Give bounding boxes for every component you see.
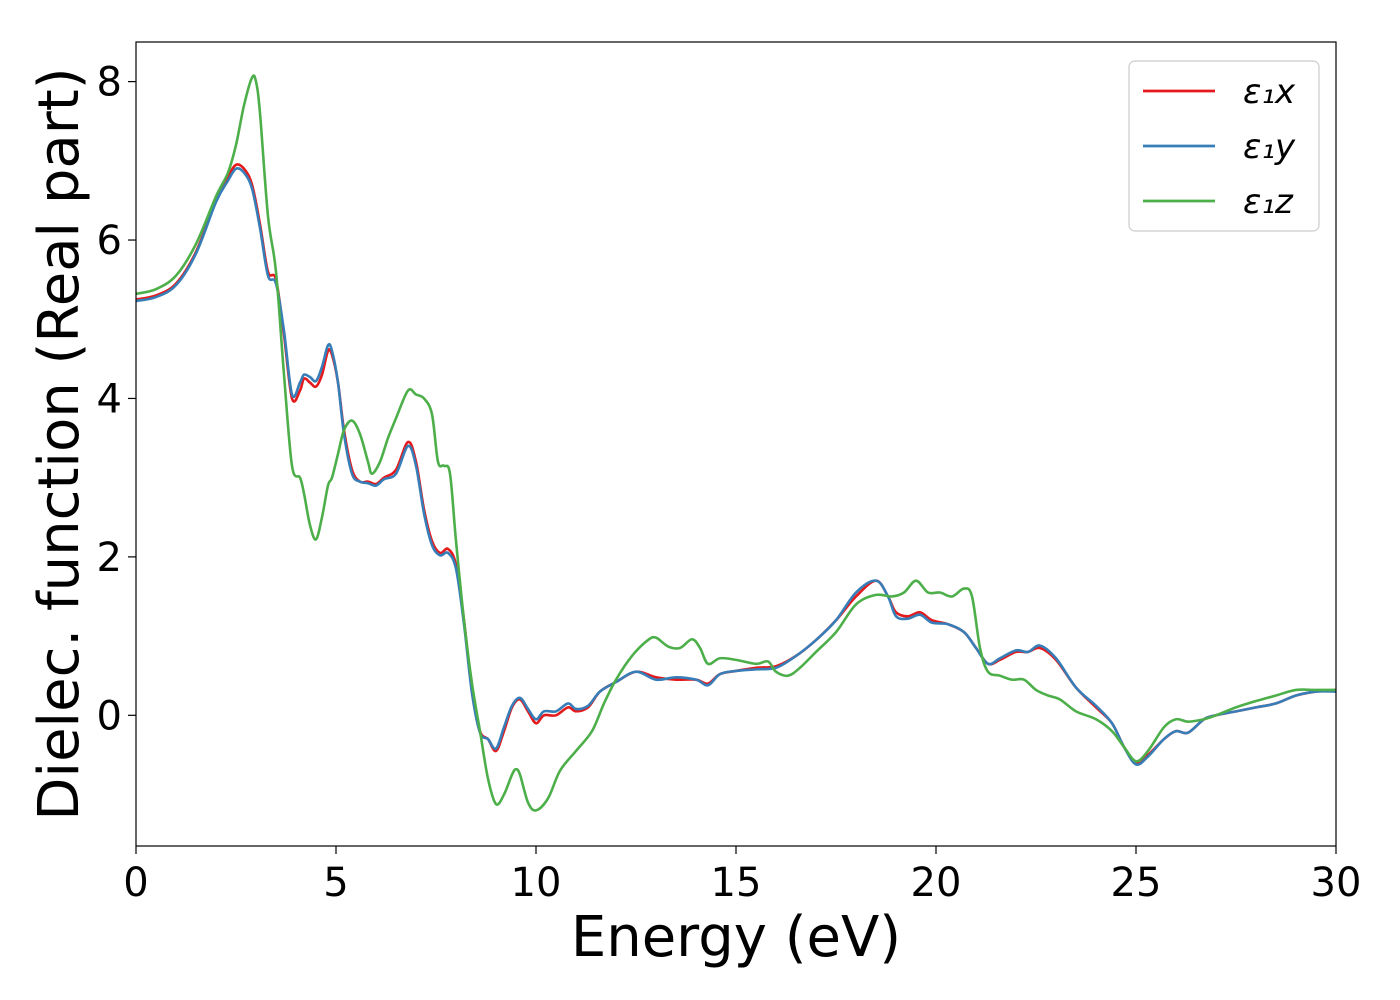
y-tick-label: 4 bbox=[97, 376, 122, 422]
x-tick-label: 0 bbox=[123, 860, 148, 906]
series-layer bbox=[136, 74, 1336, 812]
x-tick-label: 15 bbox=[711, 860, 762, 906]
x-axis-label: Energy (eV) bbox=[571, 905, 901, 970]
y-tick-label: 6 bbox=[97, 218, 122, 264]
x-tick-label: 10 bbox=[511, 860, 562, 906]
y-axis: 0 2 4 6 8 bbox=[97, 60, 136, 739]
legend: ε₁x ε₁y ε₁z bbox=[1128, 60, 1320, 232]
legend-label: ε₁z bbox=[1243, 182, 1294, 222]
legend-label: ε₁x bbox=[1243, 72, 1296, 112]
x-tick-label: 25 bbox=[1111, 860, 1162, 906]
legend-box bbox=[1128, 60, 1320, 232]
series-line-1 bbox=[136, 163, 1336, 765]
x-tick-label: 5 bbox=[323, 860, 348, 906]
y-tick-label: 8 bbox=[97, 60, 122, 106]
x-axis: 0 5 10 15 20 25 30 bbox=[123, 846, 1361, 906]
y-tick-label: 0 bbox=[97, 693, 122, 739]
y-axis-label: Dielec. function (Real part) bbox=[27, 67, 92, 820]
series-line-3 bbox=[136, 74, 1336, 812]
series-line-2 bbox=[136, 167, 1336, 766]
x-tick-label: 30 bbox=[1311, 860, 1362, 906]
legend-label: ε₁y bbox=[1243, 127, 1296, 167]
y-tick-label: 2 bbox=[97, 535, 122, 581]
x-tick-label: 20 bbox=[911, 860, 962, 906]
